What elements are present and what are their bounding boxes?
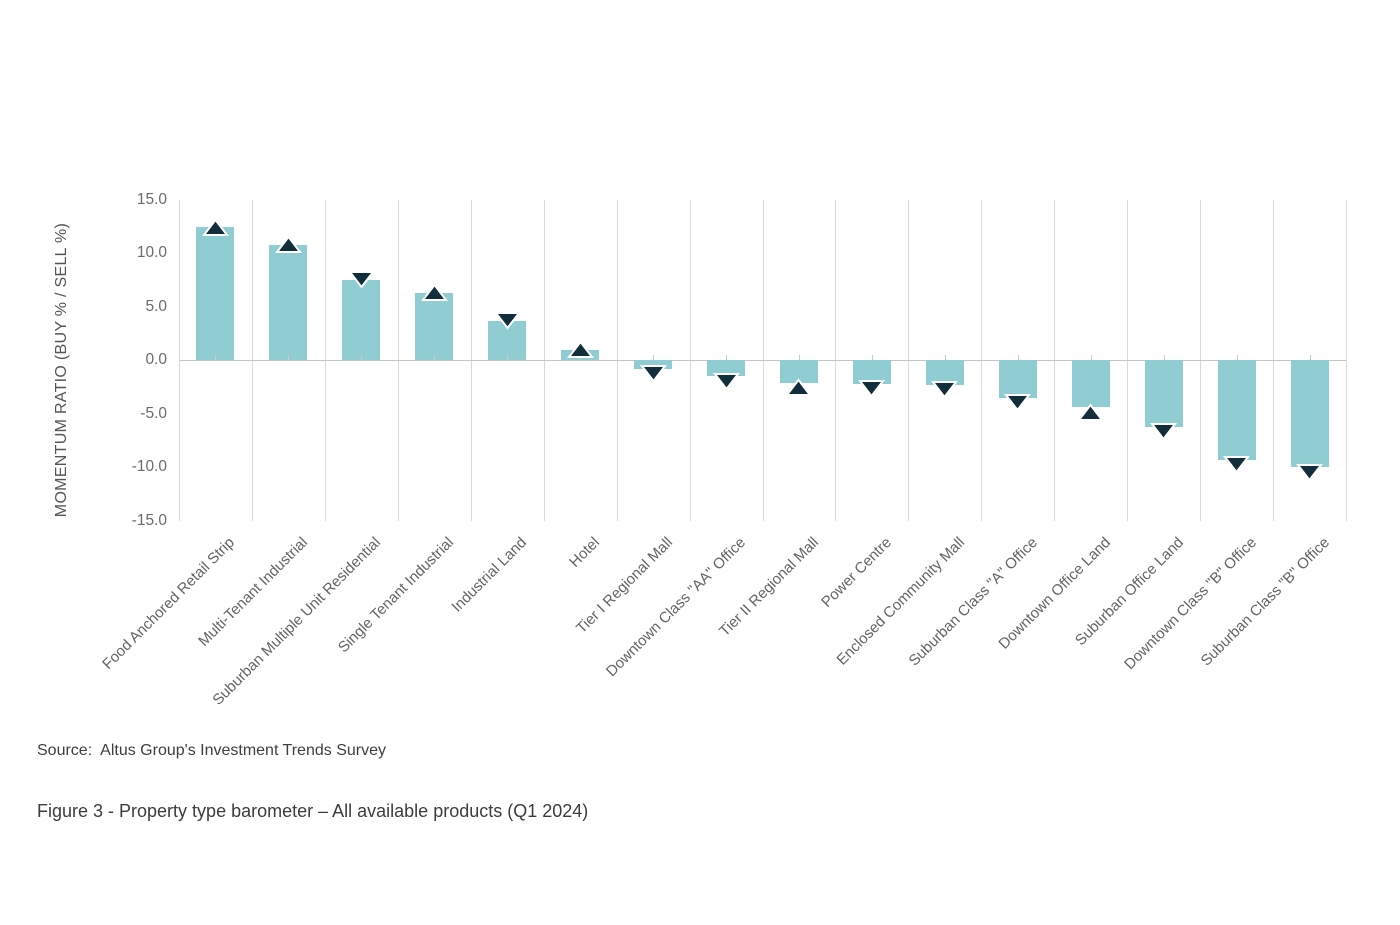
category-tick xyxy=(944,354,946,361)
y-axis-tick-label: 5.0 xyxy=(145,297,167,315)
vertical-gridline xyxy=(1346,199,1347,521)
y-axis-tick-label: 10.0 xyxy=(136,244,167,262)
bar xyxy=(998,360,1037,398)
category-tick xyxy=(871,354,873,361)
up-triangle-shape xyxy=(1077,403,1105,421)
zero-axis-line xyxy=(179,360,1346,362)
down-triangle-icon xyxy=(347,271,375,290)
bar xyxy=(634,360,673,369)
y-axis-tick-label: -10.0 xyxy=(131,458,167,476)
down-triangle-icon xyxy=(712,372,740,391)
down-triangle-shape xyxy=(858,380,886,398)
bar xyxy=(1217,360,1256,460)
down-triangle-shape xyxy=(1150,423,1178,441)
y-axis-title: MOMENTUM RATIO (BUY % / SELL %) xyxy=(53,222,70,518)
bar xyxy=(1071,360,1110,408)
down-triangle-icon xyxy=(858,380,886,398)
down-triangle-shape xyxy=(712,372,740,391)
category-tick xyxy=(653,354,655,361)
category-tick xyxy=(1309,354,1311,361)
down-triangle-shape xyxy=(1223,456,1251,475)
category-tick xyxy=(726,354,728,361)
bar xyxy=(415,292,454,361)
bar xyxy=(196,227,235,361)
category-tick xyxy=(798,354,800,361)
source-note: Source: Altus Group's Investment Trends … xyxy=(37,742,386,759)
y-axis-tick-label: -15.0 xyxy=(131,512,167,529)
up-triangle-icon xyxy=(566,340,594,359)
down-triangle-icon xyxy=(1296,463,1324,482)
bar xyxy=(925,360,964,385)
down-triangle-icon xyxy=(493,312,521,330)
y-axis-tick-label: 15.0 xyxy=(136,190,167,208)
category-tick xyxy=(1163,354,1165,361)
down-triangle-icon xyxy=(1223,456,1251,475)
y-axis-tick-label: -5.0 xyxy=(140,404,167,422)
down-triangle-icon xyxy=(1004,394,1032,412)
property-type-barometer-chart: MOMENTUM RATIO (BUY % / SELL %) 15.0 10.0… xyxy=(53,190,1347,709)
category-tick xyxy=(1090,354,1092,361)
category-tick xyxy=(507,354,509,361)
category-tick xyxy=(1017,354,1019,361)
down-triangle-shape xyxy=(1296,463,1324,482)
bar xyxy=(342,279,381,361)
y-axis-tick-label: 0.0 xyxy=(145,351,167,369)
figure-caption: Figure 3 - Property type barometer – All… xyxy=(37,801,589,821)
down-triangle-shape xyxy=(1004,394,1032,412)
up-triangle-shape xyxy=(420,283,448,302)
down-triangle-icon xyxy=(639,365,667,383)
bar xyxy=(1144,360,1183,427)
down-triangle-shape xyxy=(493,312,521,330)
category-tick xyxy=(288,354,290,361)
bar xyxy=(852,360,891,384)
down-triangle-shape xyxy=(931,381,959,400)
bar xyxy=(269,244,308,361)
bar xyxy=(707,360,746,377)
up-triangle-icon xyxy=(420,283,448,302)
down-triangle-icon xyxy=(1150,423,1178,441)
up-triangle-icon xyxy=(1077,403,1105,421)
bar xyxy=(779,360,818,383)
up-triangle-icon xyxy=(274,235,302,253)
down-triangle-shape xyxy=(639,365,667,383)
up-triangle-icon xyxy=(201,218,229,236)
bar xyxy=(1290,360,1329,468)
up-triangle-shape xyxy=(566,340,594,359)
down-triangle-shape xyxy=(347,271,375,290)
up-triangle-shape xyxy=(201,218,229,236)
up-triangle-icon xyxy=(785,378,813,397)
category-tick xyxy=(434,354,436,361)
category-tick xyxy=(361,354,363,361)
up-triangle-shape xyxy=(785,378,813,397)
category-tick xyxy=(215,354,217,361)
up-triangle-shape xyxy=(274,235,302,253)
down-triangle-icon xyxy=(931,381,959,400)
category-tick xyxy=(1236,354,1238,361)
